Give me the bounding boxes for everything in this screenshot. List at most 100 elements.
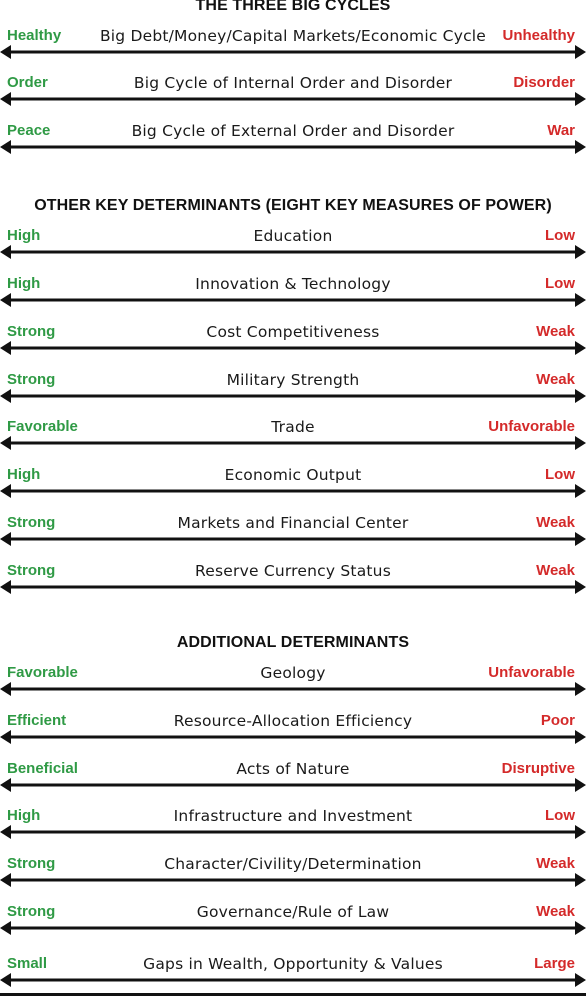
determinant-label: Governance/Rule of Law xyxy=(0,903,586,921)
negative-label: Weak xyxy=(536,371,575,388)
arrowhead-left xyxy=(0,92,11,106)
determinant-label: Big Cycle of Internal Order and Disorder xyxy=(0,74,586,92)
double-headed-arrow-icon xyxy=(0,92,586,106)
determinant-label: Big Debt/Money/Capital Markets/Economic … xyxy=(0,27,586,45)
arrowhead-left xyxy=(0,532,11,546)
scale-row-geology: Favorable Geology Unfavorable xyxy=(0,664,586,698)
arrowhead-right xyxy=(575,973,586,987)
negative-label: Unhealthy xyxy=(502,27,575,44)
arrowhead-right xyxy=(575,341,586,355)
arrowhead-left xyxy=(0,580,11,594)
scale-row-reserve-currency: Strong Reserve Currency Status Weak xyxy=(0,562,586,596)
negative-label: Low xyxy=(545,227,575,244)
double-headed-arrow-icon xyxy=(0,341,586,355)
scale-row-education: High Education Low xyxy=(0,227,586,261)
determinant-label: Resource-Allocation Efficiency xyxy=(0,712,586,730)
arrowhead-right xyxy=(575,825,586,839)
scale-row-external-order: Peace Big Cycle of External Order and Di… xyxy=(0,122,586,156)
negative-label: Unfavorable xyxy=(488,664,575,681)
negative-label: Weak xyxy=(536,855,575,872)
determinant-label: Markets and Financial Center xyxy=(0,514,586,532)
double-headed-arrow-icon xyxy=(0,921,586,935)
double-headed-arrow-icon xyxy=(0,389,586,403)
determinant-label: Military Strength xyxy=(0,371,586,389)
scale-row-governance: Strong Governance/Rule of Law Weak xyxy=(0,903,586,937)
arrowhead-left xyxy=(0,730,11,744)
arrowhead-right xyxy=(575,92,586,106)
scale-row-economic-output: High Economic Output Low xyxy=(0,466,586,500)
determinant-label: Infrastructure and Investment xyxy=(0,807,586,825)
double-headed-arrow-icon xyxy=(0,682,586,696)
arrowhead-right xyxy=(575,730,586,744)
section-title-additional-determinants: ADDITIONAL DETERMINANTS xyxy=(0,634,586,652)
double-headed-arrow-icon xyxy=(0,484,586,498)
determinant-label: Innovation & Technology xyxy=(0,275,586,293)
determinant-label: Education xyxy=(0,227,586,245)
double-headed-arrow-icon xyxy=(0,580,586,594)
determinant-label: Character/Civility/Determination xyxy=(0,855,586,873)
arrowhead-left xyxy=(0,778,11,792)
arrowhead-right xyxy=(575,921,586,935)
scale-row-innovation: High Innovation & Technology Low xyxy=(0,275,586,309)
arrowhead-left xyxy=(0,825,11,839)
determinant-label: Big Cycle of External Order and Disorder xyxy=(0,122,586,140)
scale-row-debt-cycle: Healthy Big Debt/Money/Capital Markets/E… xyxy=(0,27,586,61)
section-title-three-big-cycles: THE THREE BIG CYCLES xyxy=(0,0,586,15)
negative-label: Weak xyxy=(536,514,575,531)
arrowhead-left xyxy=(0,293,11,307)
arrowhead-left xyxy=(0,973,11,987)
double-headed-arrow-icon xyxy=(0,293,586,307)
negative-label: Weak xyxy=(536,903,575,920)
scale-row-character: Strong Character/Civility/Determination … xyxy=(0,855,586,889)
scale-row-military: Strong Military Strength Weak xyxy=(0,371,586,405)
double-headed-arrow-icon xyxy=(0,45,586,59)
arrowhead-right xyxy=(575,45,586,59)
arrowhead-right xyxy=(575,778,586,792)
arrowhead-right xyxy=(575,293,586,307)
arrowhead-right xyxy=(575,436,586,450)
arrowhead-right xyxy=(575,682,586,696)
arrowhead-right xyxy=(575,873,586,887)
scale-row-resource-allocation: Efficient Resource-Allocation Efficiency… xyxy=(0,712,586,746)
arrowhead-left xyxy=(0,436,11,450)
determinant-label: Reserve Currency Status xyxy=(0,562,586,580)
arrowhead-right xyxy=(575,532,586,546)
negative-label: Poor xyxy=(541,712,575,729)
scale-row-cost-competitiveness: Strong Cost Competitiveness Weak xyxy=(0,323,586,357)
double-headed-arrow-icon xyxy=(0,825,586,839)
scale-row-trade: Favorable Trade Unfavorable xyxy=(0,418,586,452)
double-headed-arrow-icon xyxy=(0,778,586,792)
negative-label: Large xyxy=(534,955,575,972)
determinant-label: Acts of Nature xyxy=(0,760,586,778)
double-headed-arrow-icon xyxy=(0,140,586,154)
arrowhead-right xyxy=(575,140,586,154)
negative-label: Low xyxy=(545,275,575,292)
arrowhead-right xyxy=(575,389,586,403)
scale-row-financial-center: Strong Markets and Financial Center Weak xyxy=(0,514,586,548)
arrowhead-left xyxy=(0,341,11,355)
arrowhead-left xyxy=(0,873,11,887)
determinant-label: Economic Output xyxy=(0,466,586,484)
double-headed-arrow-icon xyxy=(0,730,586,744)
negative-label: Disruptive xyxy=(502,760,575,777)
negative-label: Low xyxy=(545,466,575,483)
negative-label: Weak xyxy=(536,562,575,579)
scale-row-acts-of-nature: Beneficial Acts of Nature Disruptive xyxy=(0,760,586,794)
bottom-rule xyxy=(0,993,586,996)
scale-row-gaps: Small Gaps in Wealth, Opportunity & Valu… xyxy=(0,955,586,989)
arrowhead-left xyxy=(0,484,11,498)
arrowhead-right xyxy=(575,580,586,594)
negative-label: Disorder xyxy=(513,74,575,91)
determinant-label: Gaps in Wealth, Opportunity & Values xyxy=(0,955,586,973)
scale-row-infrastructure: High Infrastructure and Investment Low xyxy=(0,807,586,841)
arrowhead-left xyxy=(0,140,11,154)
arrowhead-right xyxy=(575,245,586,259)
arrowhead-right xyxy=(575,484,586,498)
negative-label: Weak xyxy=(536,323,575,340)
negative-label: War xyxy=(547,122,575,139)
double-headed-arrow-icon xyxy=(0,973,586,987)
negative-label: Low xyxy=(545,807,575,824)
double-headed-arrow-icon xyxy=(0,245,586,259)
double-headed-arrow-icon xyxy=(0,532,586,546)
arrowhead-left xyxy=(0,682,11,696)
